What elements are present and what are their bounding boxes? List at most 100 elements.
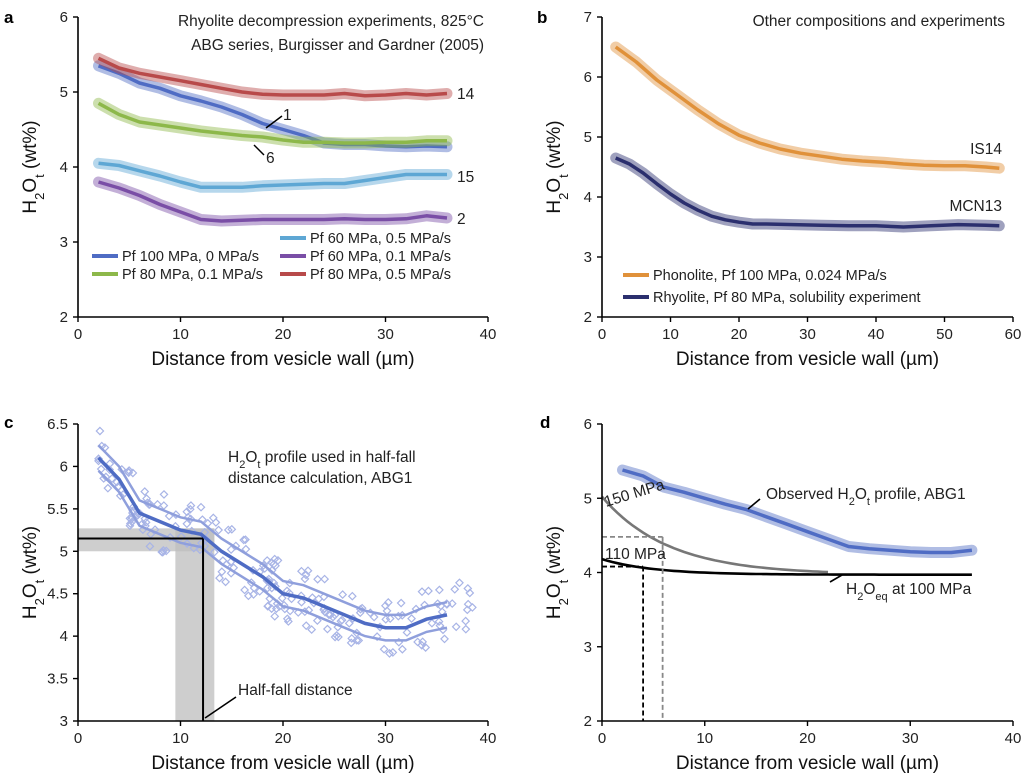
data-point bbox=[217, 567, 227, 577]
panel-a-title: Rhyolite decompression experiments, 825°… bbox=[178, 13, 484, 30]
data-point bbox=[271, 561, 280, 571]
data-point bbox=[465, 588, 475, 598]
x-tick-label: 10 bbox=[172, 730, 189, 747]
panel-c-title-line1: H2Ot profile used in half-fall bbox=[228, 449, 416, 471]
series-line bbox=[614, 156, 1000, 229]
x-tick-label: 10 bbox=[696, 730, 713, 747]
panel-b-series bbox=[610, 41, 1005, 233]
data-point bbox=[270, 611, 280, 621]
data-point bbox=[338, 590, 348, 600]
legend-label: Pf 80 MPa, 0.5 MPa/s bbox=[310, 267, 451, 283]
y-axis-label-part: H bbox=[20, 605, 41, 619]
eq-label-part: at 100 MPa bbox=[888, 581, 972, 598]
data-point bbox=[240, 585, 250, 595]
x-tick-label: 30 bbox=[902, 730, 919, 747]
observed-band bbox=[617, 464, 978, 558]
x-tick-label: 60 bbox=[1005, 326, 1022, 343]
observed-label-part: 2 bbox=[849, 496, 855, 508]
x-tick-label: 0 bbox=[598, 730, 606, 747]
panel-c-title-part: O bbox=[245, 449, 257, 466]
half-fall-leader bbox=[204, 696, 237, 719]
x-axis-label: Distance from vesicle wall (µm) bbox=[676, 753, 939, 774]
data-point bbox=[196, 502, 206, 512]
eq-label-part: eq bbox=[875, 591, 887, 603]
data-point bbox=[158, 547, 168, 557]
data-point bbox=[427, 618, 437, 628]
y-tick-label: 3.5 bbox=[47, 671, 68, 688]
y-tick-label: 5 bbox=[584, 129, 592, 146]
panel-c-axes: 0 10 20 30 40 3 3.5 4 4.5 5 5.5 6 6.5 Distance from v… bbox=[20, 416, 496, 774]
x-tick-label: 0 bbox=[598, 326, 606, 343]
panel-b: b 0 10 20 30 40 50 60 2 3 4 5 6 7 Distance from vesic… bbox=[537, 8, 1021, 370]
data-point bbox=[407, 614, 417, 624]
eq-110-label: 110 MPa bbox=[605, 546, 666, 563]
eq-label-part: O bbox=[863, 581, 875, 598]
data-point bbox=[450, 584, 460, 594]
data-point bbox=[243, 591, 253, 601]
panel-b-axes: 0 10 20 30 40 50 60 2 3 4 5 6 7 Distance from vesicle… bbox=[544, 9, 1021, 370]
data-point bbox=[313, 574, 323, 584]
observed-line bbox=[622, 468, 973, 555]
y-tick-label: 4 bbox=[60, 628, 68, 645]
panel-a-legend: Pf 60 MPa, 0.5 MPa/s Pf 100 MPa, 0 MPa/s P… bbox=[92, 231, 451, 283]
profile-lower-envelope bbox=[97, 469, 448, 642]
x-tick-label: 40 bbox=[868, 326, 885, 343]
x-tick-label: 20 bbox=[275, 326, 292, 343]
data-point bbox=[423, 586, 433, 596]
x-tick-label: 0 bbox=[74, 730, 82, 747]
x-tick-label: 30 bbox=[377, 730, 394, 747]
x-tick-label: 50 bbox=[936, 326, 953, 343]
panel-c-title-part: 2 bbox=[239, 459, 245, 471]
y-axis-label-part: O bbox=[544, 178, 565, 193]
legend-label: Pf 80 MPa, 0.1 MPa/s bbox=[122, 267, 263, 283]
series-band bbox=[610, 41, 1005, 174]
data-point bbox=[182, 519, 192, 529]
eq-label-part: H bbox=[846, 581, 857, 598]
data-point bbox=[249, 589, 259, 599]
data-point bbox=[125, 513, 135, 523]
y-axis-label-part: H bbox=[544, 200, 565, 214]
panel-a: a 0 10 20 30 40 2 3 4 5 6 Distance from vesicle wa… bbox=[4, 8, 496, 370]
data-point bbox=[455, 578, 464, 588]
data-point bbox=[346, 638, 356, 648]
series-line bbox=[98, 161, 447, 190]
data-point bbox=[462, 605, 472, 615]
data-point bbox=[451, 622, 461, 632]
eq-110-curve bbox=[601, 557, 972, 576]
y-axis-label-part: t bbox=[32, 579, 47, 583]
data-point bbox=[417, 640, 427, 650]
eq-150-curve bbox=[601, 495, 829, 574]
data-point bbox=[182, 539, 192, 548]
data-point bbox=[369, 612, 379, 622]
data-point bbox=[271, 604, 281, 614]
data-point bbox=[227, 524, 237, 534]
x-axis-label: Distance from vesicle wall (µm) bbox=[151, 349, 414, 370]
series-end-label: 14 bbox=[457, 86, 475, 103]
y-axis-label: H2Ot (wt%) bbox=[20, 526, 47, 619]
panel-a-subtitle: ABG series, Burgisser and Gardner (2005) bbox=[191, 37, 484, 54]
y-axis-label-part: O bbox=[20, 583, 41, 598]
panel-a-series bbox=[93, 52, 453, 227]
y-tick-label: 4 bbox=[584, 189, 592, 206]
data-point bbox=[347, 591, 357, 601]
data-point bbox=[239, 535, 249, 545]
y-tick-label: 3 bbox=[584, 639, 592, 656]
x-tick-label: 40 bbox=[480, 730, 497, 747]
observed-label-part: Observed H bbox=[766, 486, 849, 503]
y-tick-label: 4 bbox=[584, 565, 592, 582]
observed-label-part: t bbox=[867, 496, 870, 508]
y-tick-label: 2 bbox=[584, 713, 592, 730]
panel-c-title-part: t bbox=[257, 459, 260, 471]
data-point bbox=[307, 625, 317, 635]
data-point bbox=[328, 612, 338, 622]
observed-label: Observed H2Ot profile, ABG1 bbox=[766, 486, 966, 508]
data-point bbox=[282, 614, 292, 624]
y-axis-label-part: t bbox=[32, 174, 47, 178]
panel-b-title: Other compositions and experiments bbox=[753, 13, 1006, 30]
y-axis-label-part: t bbox=[556, 174, 571, 178]
eq-leader bbox=[829, 574, 843, 583]
panel-a-axes: 0 10 20 30 40 2 3 4 5 6 Distance from vesicle wall… bbox=[20, 9, 496, 370]
observed-leader bbox=[747, 498, 761, 510]
